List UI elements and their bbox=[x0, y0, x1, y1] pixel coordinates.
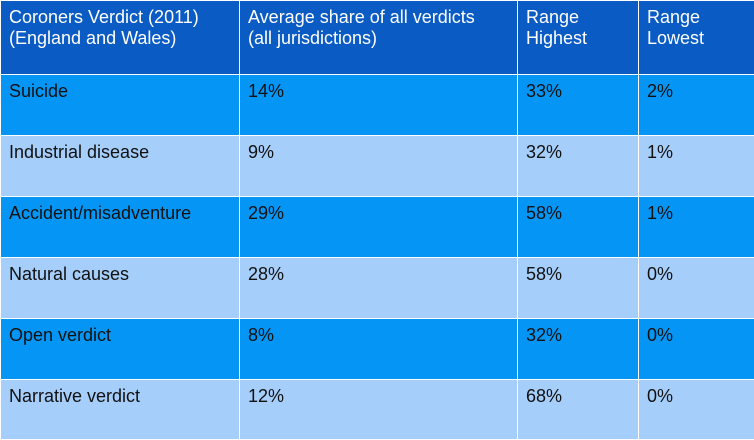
table-row: Natural causes 28% 58% 0% bbox=[0, 257, 754, 319]
header-lowest-line1: Range bbox=[647, 7, 701, 27]
table-row: Narrative verdict 12% 68% 0% bbox=[0, 379, 754, 440]
verdict-cell: Suicide bbox=[0, 74, 240, 136]
header-highest-line2: Highest bbox=[526, 28, 588, 48]
verdict-cell: Industrial disease bbox=[0, 135, 240, 197]
highest-cell: 33% bbox=[517, 74, 639, 136]
verdict-cell: Accident/misadventure bbox=[0, 196, 240, 258]
header-average-line1: Average share of all verdicts bbox=[248, 7, 475, 27]
lowest-cell: 0% bbox=[638, 379, 754, 440]
average-cell: 12% bbox=[239, 379, 518, 440]
header-average: Average share of all verdicts (all juris… bbox=[239, 0, 518, 75]
header-row: Coroners Verdict (2011) (England and Wal… bbox=[0, 0, 754, 75]
highest-cell: 32% bbox=[517, 318, 639, 380]
lowest-cell: 1% bbox=[638, 135, 754, 197]
lowest-cell: 1% bbox=[638, 196, 754, 258]
verdict-cell: Natural causes bbox=[0, 257, 240, 319]
average-cell: 28% bbox=[239, 257, 518, 319]
table-row: Suicide 14% 33% 2% bbox=[0, 74, 754, 136]
table-row: Industrial disease 9% 32% 1% bbox=[0, 135, 754, 197]
highest-cell: 68% bbox=[517, 379, 639, 440]
verdict-cell: Narrative verdict bbox=[0, 379, 240, 440]
table-row: Open verdict 8% 32% 0% bbox=[0, 318, 754, 380]
header-highest-line1: Range bbox=[526, 7, 580, 27]
header-verdict-line1: Coroners Verdict (2011) bbox=[9, 7, 199, 27]
verdict-cell: Open verdict bbox=[0, 318, 240, 380]
average-cell: 14% bbox=[239, 74, 518, 136]
highest-cell: 58% bbox=[517, 196, 639, 258]
header-highest: Range Highest bbox=[517, 0, 639, 75]
average-cell: 8% bbox=[239, 318, 518, 380]
header-average-line2: (all jurisdictions) bbox=[248, 28, 378, 48]
lowest-cell: 2% bbox=[638, 74, 754, 136]
average-cell: 29% bbox=[239, 196, 518, 258]
average-cell: 9% bbox=[239, 135, 518, 197]
highest-cell: 58% bbox=[517, 257, 639, 319]
header-lowest: Range Lowest bbox=[638, 0, 754, 75]
table-row: Accident/misadventure 29% 58% 1% bbox=[0, 196, 754, 258]
lowest-cell: 0% bbox=[638, 318, 754, 380]
lowest-cell: 0% bbox=[638, 257, 754, 319]
highest-cell: 32% bbox=[517, 135, 639, 197]
header-verdict-line2: (England and Wales) bbox=[9, 28, 177, 48]
header-lowest-line2: Lowest bbox=[647, 28, 705, 48]
header-verdict: Coroners Verdict (2011) (England and Wal… bbox=[0, 0, 240, 75]
